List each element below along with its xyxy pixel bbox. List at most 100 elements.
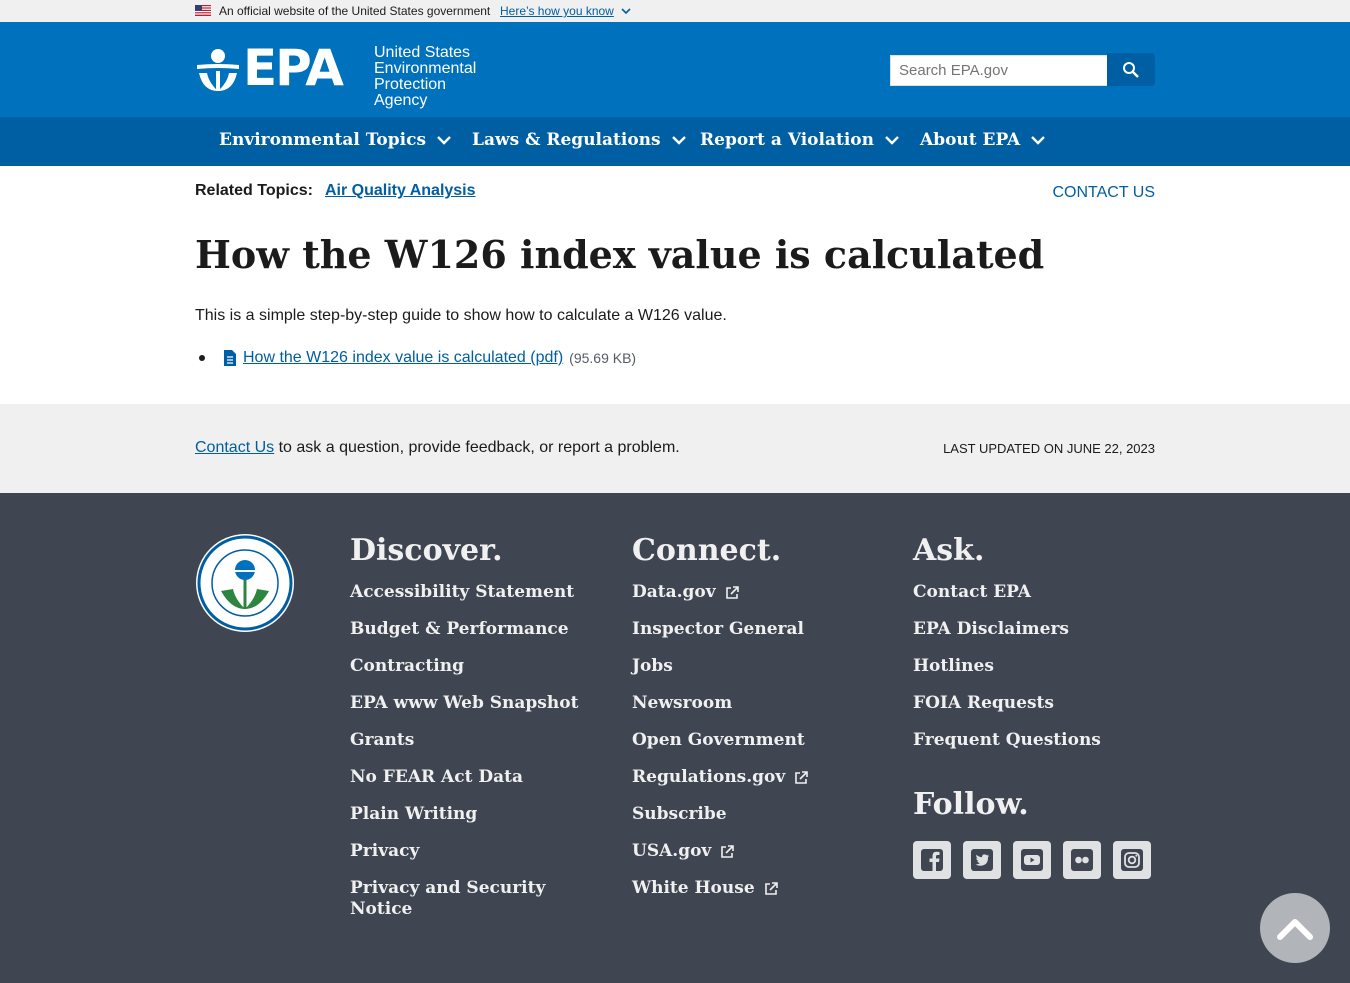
- how-you-know-link[interactable]: Here’s how you know: [500, 4, 614, 18]
- footer-link[interactable]: Privacy and Security Notice: [350, 878, 570, 920]
- footer-link-label: Budget & Performance: [350, 619, 569, 639]
- footer-link[interactable]: Inspector General: [632, 619, 882, 640]
- chevron-down-icon[interactable]: [621, 6, 631, 16]
- epa-seal-icon: [196, 534, 294, 632]
- footer-link-label: EPA Disclaimers: [913, 619, 1069, 639]
- nav-environmental-topics[interactable]: Environmental Topics: [219, 130, 452, 150]
- agency-line-3: Agency: [374, 92, 428, 109]
- nav-item-label: Report a Violation: [700, 130, 875, 150]
- nav-item-label: Environmental Topics: [219, 130, 427, 150]
- epa-logo-letters: EPA: [243, 39, 344, 97]
- footer-link[interactable]: Grants: [350, 730, 590, 751]
- search-icon: [1123, 61, 1139, 78]
- footer-link[interactable]: White House: [632, 878, 882, 899]
- footer-link[interactable]: No FEAR Act Data: [350, 767, 590, 788]
- flickr-icon: [1071, 849, 1093, 871]
- footer-link[interactable]: Privacy: [350, 841, 590, 862]
- external-link-icon: [795, 770, 809, 784]
- footer-link-label: Accessibility Statement: [350, 582, 575, 602]
- footer-link[interactable]: Open Government: [632, 730, 882, 751]
- footer-link-label: Open Government: [632, 730, 805, 750]
- footer-link[interactable]: Budget & Performance: [350, 619, 590, 640]
- footer-link[interactable]: Regulations.gov: [632, 767, 882, 788]
- footer-link[interactable]: EPA Disclaimers: [913, 619, 1153, 640]
- epa-logo[interactable]: EPA United States Environmental Protecti…: [195, 39, 545, 109]
- footer-link-label: Privacy: [350, 841, 420, 861]
- chevron-down-icon: [437, 136, 451, 145]
- feedback-band: Contact Us to ask a question, provide fe…: [0, 404, 1350, 493]
- footer-connect: Connect. Data.gov Inspector General Jobs…: [632, 533, 882, 915]
- footer-link[interactable]: Data.gov: [632, 582, 882, 603]
- epa-flower-icon: [197, 49, 239, 91]
- site-header: EPA United States Environmental Protecti…: [0, 22, 1350, 117]
- feedback-text: to ask a question, provide feedback, or …: [278, 439, 680, 456]
- footer-link-label: Plain Writing: [350, 804, 478, 824]
- nav-report-violation[interactable]: Report a Violation: [700, 130, 900, 150]
- main-nav: Environmental Topics Laws & Regulations …: [0, 117, 1350, 166]
- site-footer: Discover. Accessibility Statement Budget…: [0, 493, 1350, 983]
- footer-link[interactable]: Contracting: [350, 656, 590, 677]
- footer-link-label: Frequent Questions: [913, 730, 1101, 750]
- nav-laws-regulations[interactable]: Laws & Regulations: [472, 130, 687, 150]
- footer-link-label: White House: [632, 878, 755, 898]
- related-topic-link[interactable]: Air Quality Analysis: [324, 182, 476, 199]
- twitter-icon: [971, 849, 993, 871]
- footer-link-label: Jobs: [632, 656, 673, 676]
- flickr-link[interactable]: [1063, 841, 1101, 879]
- follow-heading: Follow.: [913, 787, 1029, 822]
- footer-link-label: USA.gov: [632, 841, 712, 861]
- footer-link-label: No FEAR Act Data: [350, 767, 523, 787]
- footer-link[interactable]: Newsroom: [632, 693, 882, 714]
- footer-link-label: Contact EPA: [913, 582, 1031, 602]
- list-item: How the W126 index value is calculated (…: [199, 349, 636, 367]
- footer-link[interactable]: FOIA Requests: [913, 693, 1153, 714]
- footer-link[interactable]: USA.gov: [632, 841, 882, 862]
- instagram-link[interactable]: [1113, 841, 1151, 879]
- footer-link-label: FOIA Requests: [913, 693, 1054, 713]
- agency-line-2: Environmental Protection: [374, 60, 477, 93]
- back-to-top-button[interactable]: [1260, 893, 1330, 963]
- footer-link[interactable]: Jobs: [632, 656, 882, 677]
- footer-link[interactable]: Plain Writing: [350, 804, 590, 825]
- footer-link[interactable]: Frequent Questions: [913, 730, 1153, 751]
- chevron-up-icon: [1277, 919, 1313, 940]
- contact-us-link[interactable]: CONTACT US: [1052, 184, 1155, 201]
- social-links: [913, 841, 1151, 879]
- youtube-link[interactable]: [1013, 841, 1051, 879]
- footer-link-label: Regulations.gov: [632, 767, 786, 787]
- search-input[interactable]: [890, 55, 1108, 86]
- footer-link[interactable]: Subscribe: [632, 804, 882, 825]
- footer-ask: Ask. Contact EPA EPA Disclaimers Hotline…: [913, 533, 1153, 767]
- footer-link-label: Privacy and Security Notice: [350, 878, 546, 919]
- footer-link-label: Grants: [350, 730, 415, 750]
- footer-link-label: Contracting: [350, 656, 464, 676]
- footer-link[interactable]: Contact EPA: [913, 582, 1153, 603]
- footer-link-label: Data.gov: [632, 582, 716, 602]
- nav-item-label: Laws & Regulations: [472, 130, 661, 150]
- twitter-link[interactable]: [963, 841, 1001, 879]
- facebook-link[interactable]: [913, 841, 951, 879]
- feedback-contact-link[interactable]: Contact Us: [195, 439, 275, 456]
- facebook-icon: [921, 849, 943, 873]
- nav-about-epa[interactable]: About EPA: [920, 130, 1046, 150]
- pdf-download-link[interactable]: How the W126 index value is calculated (…: [243, 349, 564, 366]
- related-topics-label: Related Topics:: [195, 182, 313, 199]
- footer-link[interactable]: EPA www Web Snapshot: [350, 693, 590, 714]
- nav-item-label: About EPA: [920, 130, 1021, 150]
- search-button[interactable]: [1107, 53, 1155, 86]
- discover-heading: Discover.: [350, 533, 503, 568]
- external-link-icon: [725, 585, 739, 599]
- gov-banner: An official website of the United States…: [0, 0, 1350, 22]
- footer-link[interactable]: Hotlines: [913, 656, 1153, 677]
- instagram-icon: [1121, 849, 1143, 871]
- page-title: How the W126 index value is calculated: [195, 232, 1045, 277]
- ask-heading: Ask.: [913, 533, 985, 568]
- agency-name: United States Environmental Protection A…: [374, 45, 545, 109]
- footer-link[interactable]: Accessibility Statement: [350, 582, 590, 603]
- footer-link-label: EPA www Web Snapshot: [350, 693, 579, 713]
- chevron-down-icon: [885, 136, 899, 145]
- intro-text: This is a simple step-by-step guide to s…: [195, 307, 727, 324]
- chevron-down-icon: [671, 136, 686, 145]
- footer-link-label: Subscribe: [632, 804, 727, 824]
- agency-line-1: United States: [374, 44, 471, 61]
